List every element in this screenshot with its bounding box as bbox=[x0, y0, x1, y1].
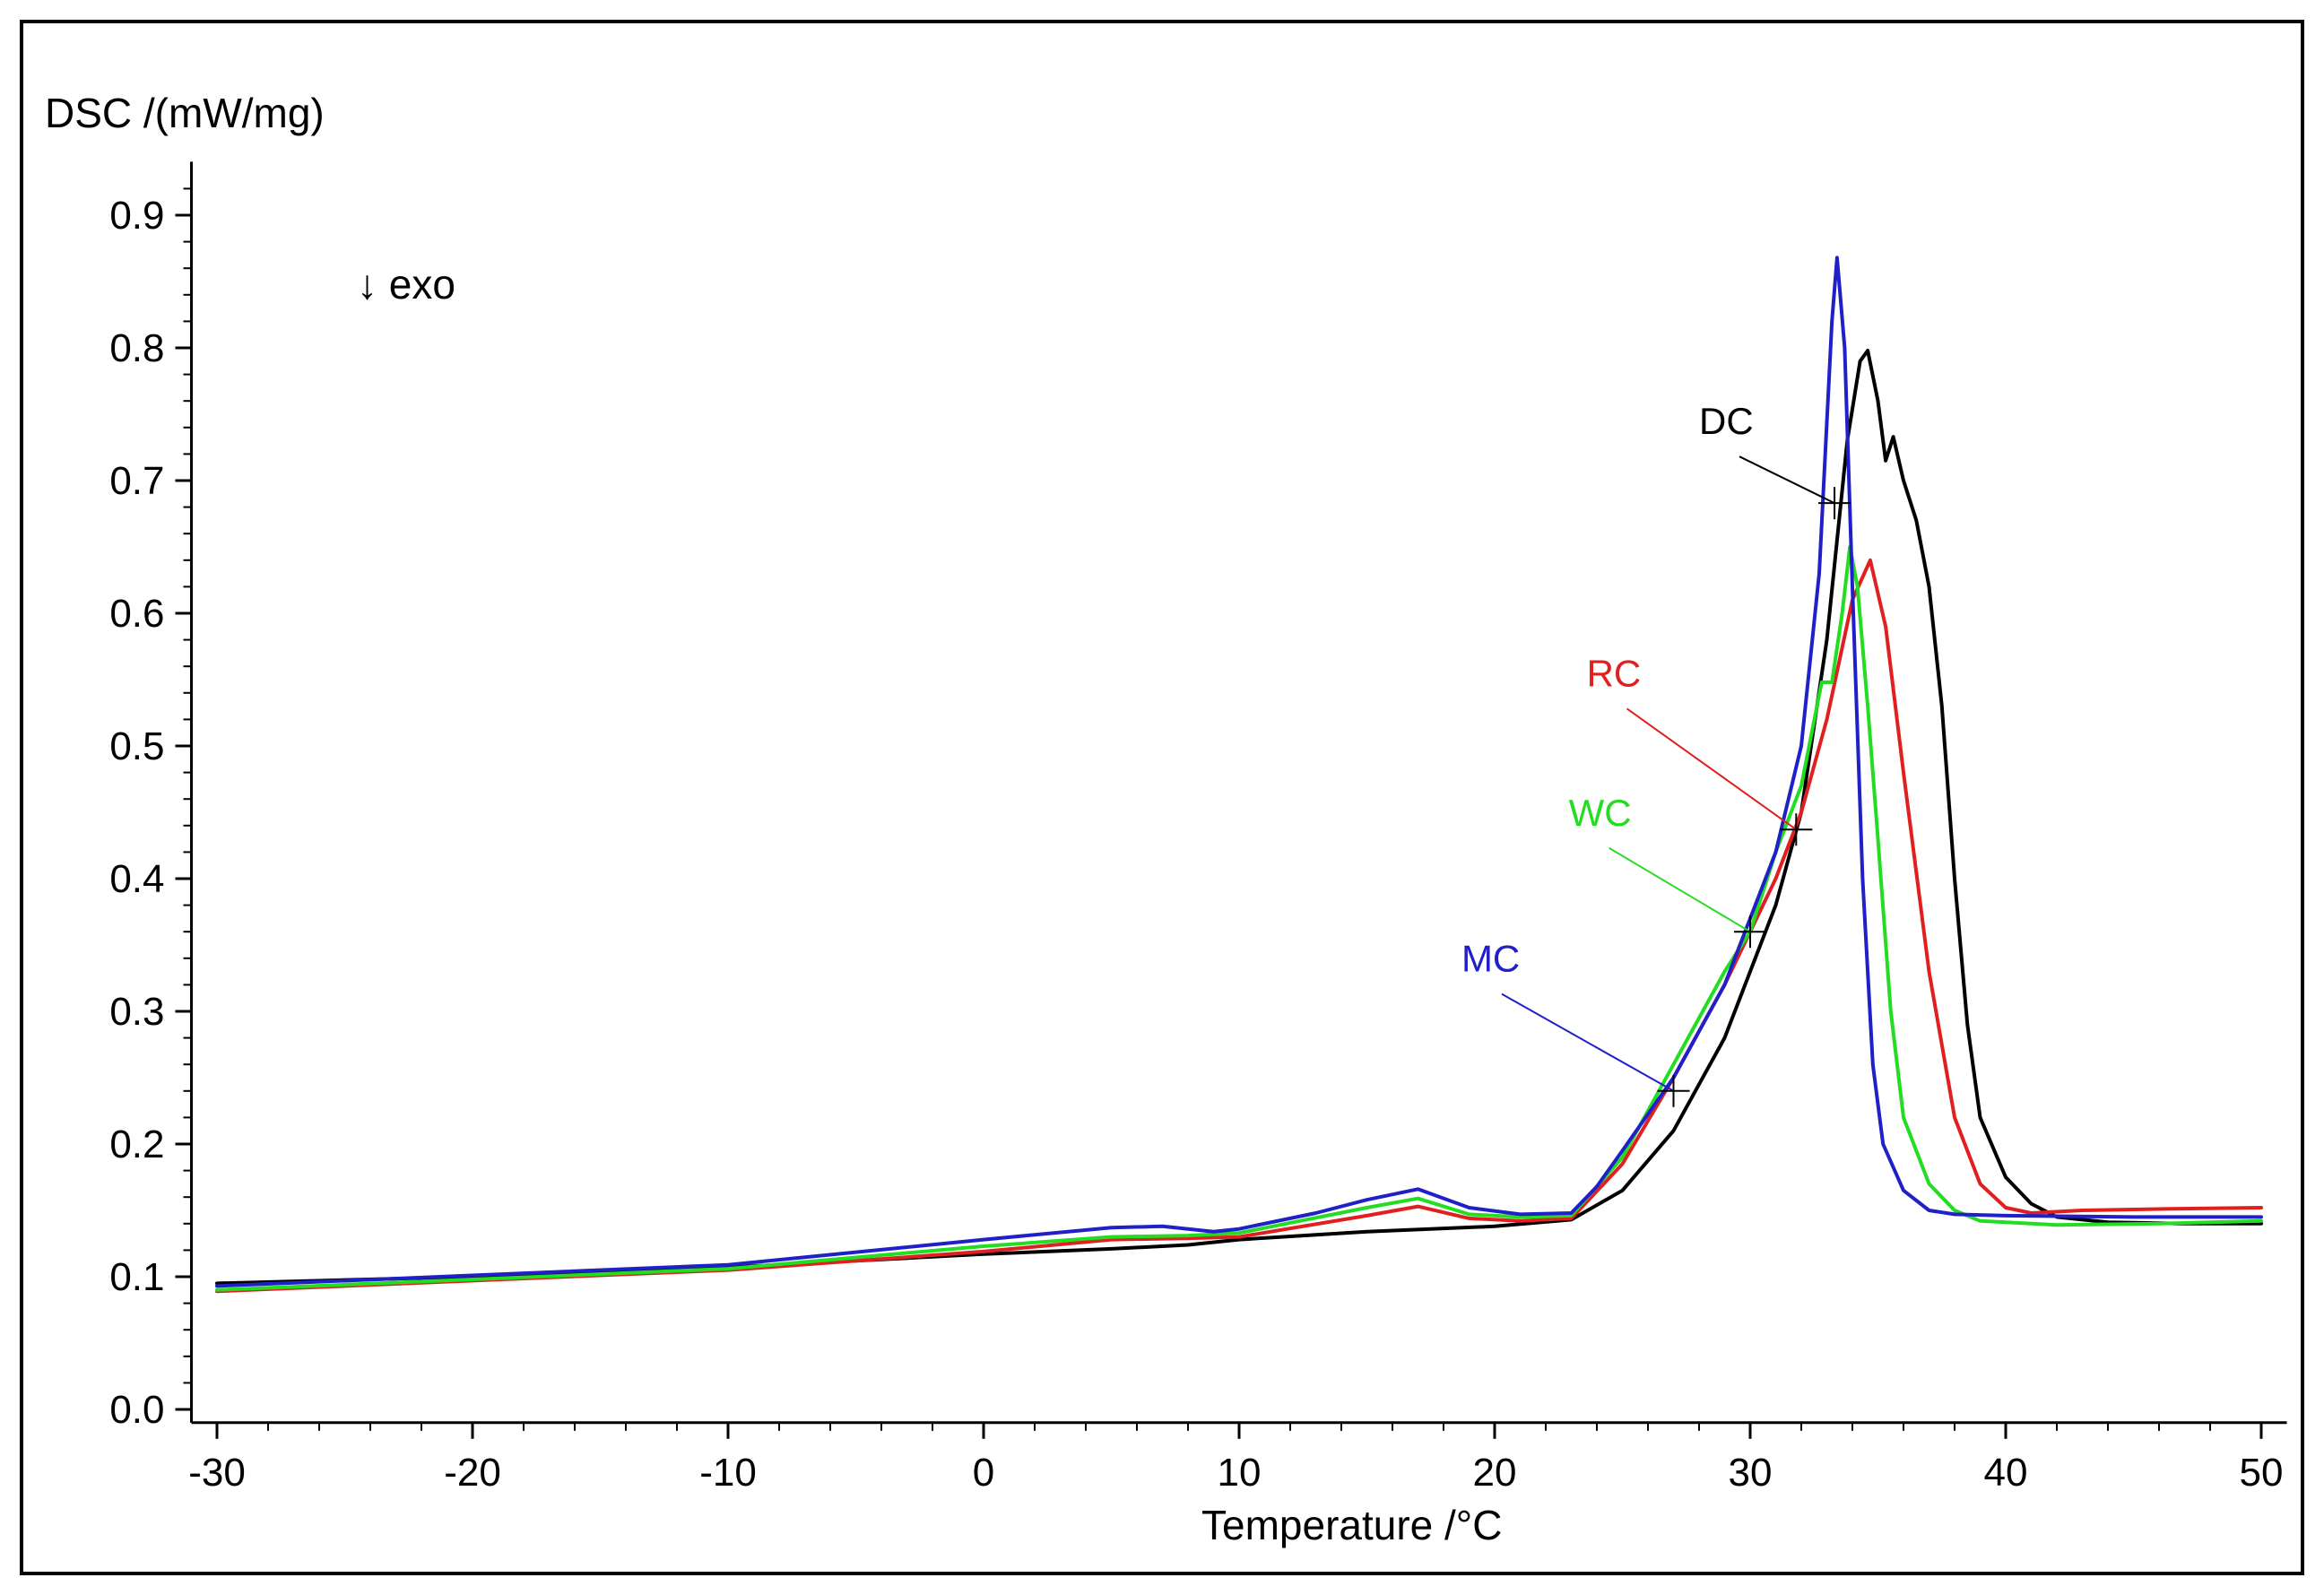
series-line-wc bbox=[215, 545, 2263, 1292]
y-tick-label: 0.1 bbox=[109, 1255, 164, 1299]
exo-annotation: ↓ exo bbox=[357, 261, 455, 308]
x-axis-title: Temperature /°C bbox=[1201, 1502, 1502, 1548]
series-label-rc: RC bbox=[1587, 652, 1642, 694]
x-tick-label: 50 bbox=[2240, 1451, 2284, 1495]
series-line-rc bbox=[215, 558, 2263, 1294]
leader-line-dc bbox=[1739, 455, 1835, 505]
chart-frame bbox=[20, 20, 2304, 1575]
y-tick-label: 0.5 bbox=[109, 724, 164, 768]
y-axis-title: DSC /(mW/mg) bbox=[45, 90, 325, 136]
y-tick-label: 0.8 bbox=[109, 326, 164, 370]
series-labels: DC RC WC MC bbox=[1461, 400, 1851, 1107]
y-tick-label: 0.2 bbox=[109, 1123, 164, 1166]
series-label-wc: WC bbox=[1569, 792, 1632, 834]
series-layer bbox=[215, 256, 2263, 1294]
x-tick-label: -20 bbox=[444, 1451, 501, 1495]
y-tick-label: 0.9 bbox=[109, 194, 164, 238]
x-tick-label: 10 bbox=[1218, 1451, 1262, 1495]
leader-line-wc bbox=[1609, 846, 1751, 933]
series-line-mc bbox=[215, 256, 2263, 1288]
x-tick-label: -30 bbox=[188, 1451, 246, 1495]
leader-line-rc bbox=[1626, 707, 1797, 831]
series-label-mc: MC bbox=[1461, 938, 1520, 980]
x-tick-label: -10 bbox=[699, 1451, 757, 1495]
x-tick-label: 20 bbox=[1473, 1451, 1517, 1495]
leader-line-mc bbox=[1501, 993, 1674, 1092]
x-tick-label: 0 bbox=[973, 1451, 994, 1495]
y-tick-label: 0.3 bbox=[109, 990, 164, 1034]
series-label-dc: DC bbox=[1699, 400, 1754, 442]
y-tick-label: 0.0 bbox=[109, 1388, 164, 1432]
y-tick-label: 0.7 bbox=[109, 459, 164, 503]
x-tick-label: 40 bbox=[1984, 1451, 2028, 1495]
x-tick-label: 30 bbox=[1729, 1451, 1773, 1495]
y-tick-label: 0.6 bbox=[109, 592, 164, 636]
y-tick-label: 0.4 bbox=[109, 857, 164, 901]
series-line-dc bbox=[215, 349, 2263, 1286]
axes: 0.0 0.1 0.2 0.3 0.4 0.5 0.6 0.7 0.8 0.9 -30 -20 -10 0… bbox=[109, 161, 2287, 1495]
